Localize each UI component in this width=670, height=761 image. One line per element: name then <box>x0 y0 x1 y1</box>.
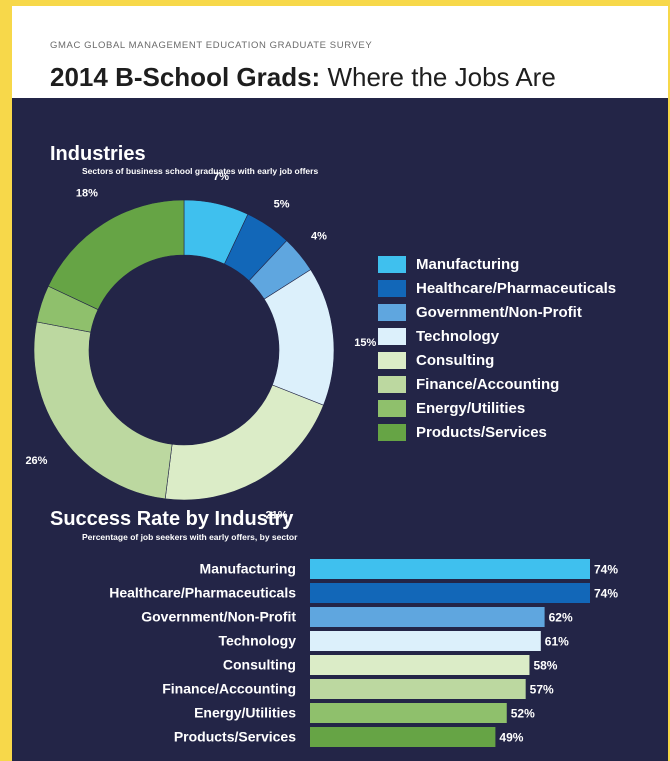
legend-swatch <box>378 327 406 345</box>
legend-swatch <box>378 399 406 417</box>
legend-swatch <box>378 423 406 441</box>
title-rest: Where the Jobs Are <box>327 62 556 92</box>
legend-item: Finance/Accounting <box>378 372 658 396</box>
donut-value-label-3: 4% <box>311 231 327 243</box>
legend-label: Products/Services <box>416 423 547 441</box>
donut-value-label-8: 18% <box>76 187 98 199</box>
legend-swatch <box>378 351 406 369</box>
legend-swatch <box>378 279 406 297</box>
survey-name: GMAC GLOBAL MANAGEMENT EDUCATION GRADUAT… <box>50 40 373 51</box>
bar-2 <box>310 583 590 603</box>
bar-category-label-2: Healthcare/Pharmaceuticals <box>109 585 296 601</box>
donut-value-label-1: 7% <box>213 171 229 183</box>
charts-svg: 7%5%4%15%21%26%4%18%Manufacturing74%Heal… <box>12 171 618 747</box>
bar-4 <box>310 631 541 651</box>
infographic-panel: GMAC GLOBAL MANAGEMENT EDUCATION GRADUAT… <box>12 6 668 761</box>
donut-segment-8 <box>47 199 185 310</box>
donut-title: Industries <box>50 143 146 165</box>
donut-legend: Manufacturing Healthcare/Pharmaceuticals G… <box>378 252 658 444</box>
donut-subtitle: Sectors of business school graduates wit… <box>82 166 319 176</box>
header: GMAC GLOBAL MANAGEMENT EDUCATION GRADUAT… <box>12 6 668 98</box>
legend-item: Healthcare/Pharmaceuticals <box>378 276 658 300</box>
bar-value-label-5: 58% <box>533 659 557 673</box>
bar-value-label-8: 49% <box>499 731 523 745</box>
bar-category-label-1: Manufacturing <box>200 561 296 577</box>
bar-value-label-4: 61% <box>545 635 569 649</box>
bar-8 <box>310 727 496 747</box>
legend-item: Products/Services <box>378 420 658 444</box>
donut-segment-5 <box>164 384 324 501</box>
bar-7 <box>310 703 507 723</box>
legend-item: Government/Non-Profit <box>378 300 658 324</box>
legend-label: Technology <box>416 327 500 345</box>
bar-value-label-7: 52% <box>511 707 535 721</box>
bar-category-label-8: Products/Services <box>174 729 296 745</box>
legend-swatch <box>378 255 406 273</box>
donut-value-label-4: 15% <box>354 337 376 349</box>
legend-swatch <box>378 303 406 321</box>
legend-item: Manufacturing <box>378 252 658 276</box>
bar-category-label-6: Finance/Accounting <box>162 681 296 697</box>
bar-value-label-2: 74% <box>594 587 618 601</box>
bar-value-label-1: 74% <box>594 563 618 577</box>
title-bold: 2014 B-School Grads: <box>50 62 321 92</box>
legend-label: Healthcare/Pharmaceuticals <box>416 279 617 297</box>
bar-title: Success Rate by Industry <box>50 508 294 530</box>
legend-label: Manufacturing <box>416 255 520 273</box>
bar-subtitle: Percentage of job seekers with early off… <box>82 532 298 542</box>
bar-1 <box>310 559 590 579</box>
donut-segment-6 <box>33 321 173 500</box>
legend-item: Technology <box>378 324 658 348</box>
bar-category-label-3: Government/Non-Profit <box>141 609 296 625</box>
bar-category-label-5: Consulting <box>223 657 296 673</box>
bar-category-label-4: Technology <box>218 633 296 649</box>
legend-label: Consulting <box>416 351 495 369</box>
bar-6 <box>310 679 526 699</box>
legend-swatch <box>378 375 406 393</box>
page-title: 2014 B-School Grads: Where the Jobs Are <box>50 62 556 93</box>
legend-item: Energy/Utilities <box>378 396 658 420</box>
legend-label: Finance/Accounting <box>416 375 560 393</box>
legend-label: Energy/Utilities <box>416 399 526 417</box>
bar-value-label-6: 57% <box>530 683 554 697</box>
donut-value-label-5: 21% <box>266 509 288 521</box>
donut-value-label-6: 26% <box>25 455 47 467</box>
bar-value-label-3: 62% <box>549 611 573 625</box>
bar-3 <box>310 607 545 627</box>
legend-item: Consulting <box>378 348 658 372</box>
donut-value-label-2: 5% <box>274 198 290 210</box>
legend-label: Government/Non-Profit <box>416 303 582 321</box>
bar-5 <box>310 655 530 675</box>
bar-category-label-7: Energy/Utilities <box>194 705 296 721</box>
